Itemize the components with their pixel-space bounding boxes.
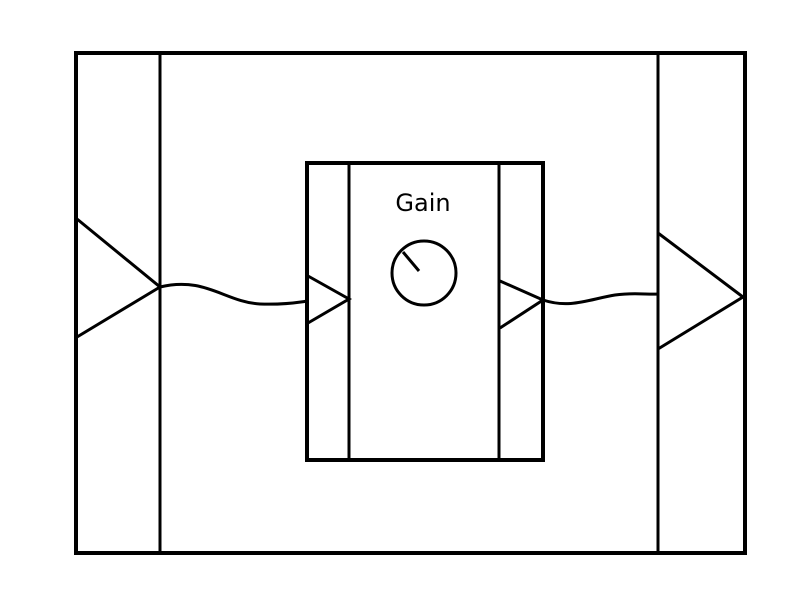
- output-wire: [542, 292, 659, 306]
- gain-label: Gain: [395, 189, 450, 217]
- outer-frame: [74, 51, 747, 555]
- output-port-triangle: [657, 231, 746, 351]
- input-port-triangle: [76, 217, 163, 339]
- gain-module-output-port: [499, 279, 547, 330]
- gain-module: Gain: [305, 161, 547, 462]
- gain-module-frame: [305, 161, 545, 462]
- gain-knob-pointer: [401, 251, 421, 272]
- gain-knob-icon[interactable]: [390, 239, 458, 307]
- gain-module-input-port: [307, 274, 353, 325]
- input-wire: [159, 282, 309, 306]
- gain-knob[interactable]: [390, 239, 458, 307]
